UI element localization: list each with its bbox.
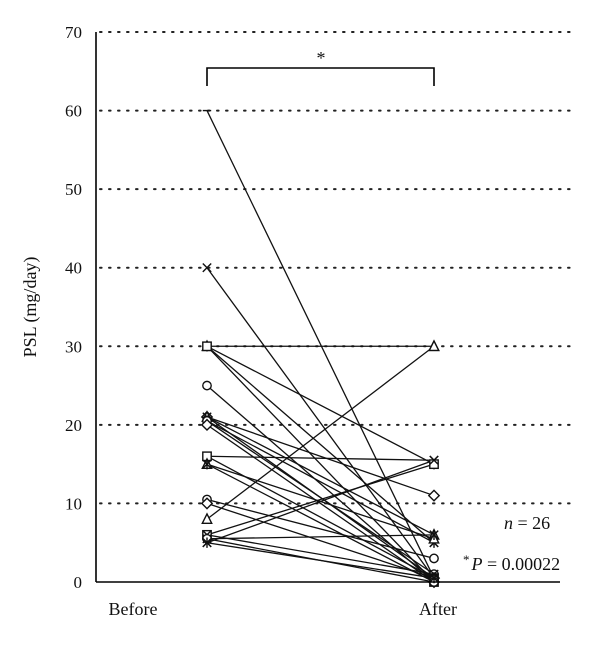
n-label: n = 26 — [504, 513, 550, 533]
y-tick-label: 70 — [65, 23, 82, 42]
patient-line — [206, 345, 435, 544]
patient-line — [206, 459, 435, 544]
p-value-label: * P = 0.00022 — [463, 552, 560, 574]
p-value-star: * — [463, 552, 470, 567]
p-value-number: = 0.00022 — [483, 554, 561, 574]
patient-line — [206, 416, 435, 497]
data-point-circle — [202, 380, 212, 391]
patient-line — [206, 534, 435, 575]
data-point-star — [202, 537, 212, 548]
data-point-x — [429, 455, 439, 465]
y-tick-label: 30 — [65, 337, 82, 356]
data-point-x — [202, 263, 212, 273]
y-axis-label: PSL (mg/day) — [20, 257, 41, 358]
data-point-diamond — [200, 418, 214, 432]
patient-line — [206, 534, 435, 540]
x-category-label: After — [419, 599, 457, 619]
y-tick-label: 10 — [65, 494, 82, 513]
data-point-triangle — [201, 512, 213, 525]
p-value-variable: P — [471, 554, 483, 574]
gridlines — [99, 31, 575, 505]
data-point-diamond — [427, 489, 441, 502]
patient-line — [206, 542, 435, 579]
data-point-circle — [429, 553, 439, 564]
axes — [95, 32, 560, 583]
data-point-triangle — [428, 339, 440, 352]
data-point-star — [202, 458, 212, 470]
data-point-diamond — [200, 497, 214, 510]
patient-line — [206, 345, 435, 520]
patient-line — [206, 463, 435, 536]
data-point-star — [429, 529, 439, 541]
n-label-value: = 26 — [513, 513, 550, 533]
y-tick-label: 40 — [65, 259, 82, 278]
patient-line — [206, 110, 435, 579]
patient-line — [206, 345, 435, 583]
patient-line — [206, 498, 435, 560]
y-tick-label: 60 — [65, 102, 82, 121]
patient-line — [206, 424, 435, 583]
patient-line — [206, 420, 435, 544]
patient-line — [206, 345, 435, 465]
patient-lines — [206, 110, 435, 583]
y-tick-label: 20 — [65, 416, 82, 435]
n-label-variable: n — [504, 513, 513, 533]
significance-star: * — [317, 48, 326, 68]
data-point-square — [202, 341, 212, 352]
bracket-path — [206, 67, 435, 86]
patient-line — [206, 463, 435, 583]
patient-line — [206, 502, 435, 579]
significance-bracket: * — [206, 48, 435, 86]
x-category-label: Before — [109, 599, 158, 619]
patient-line — [206, 267, 435, 579]
y-tick-labels: 0 10 20 30 40 50 60 70 — [65, 23, 82, 592]
y-tick-label: 0 — [74, 573, 83, 592]
patient-line — [206, 416, 435, 536]
y-tick-label: 50 — [65, 180, 82, 199]
data-markers — [200, 109, 441, 589]
x-category-labels: Before After — [109, 599, 457, 619]
patient-line — [206, 455, 435, 461]
